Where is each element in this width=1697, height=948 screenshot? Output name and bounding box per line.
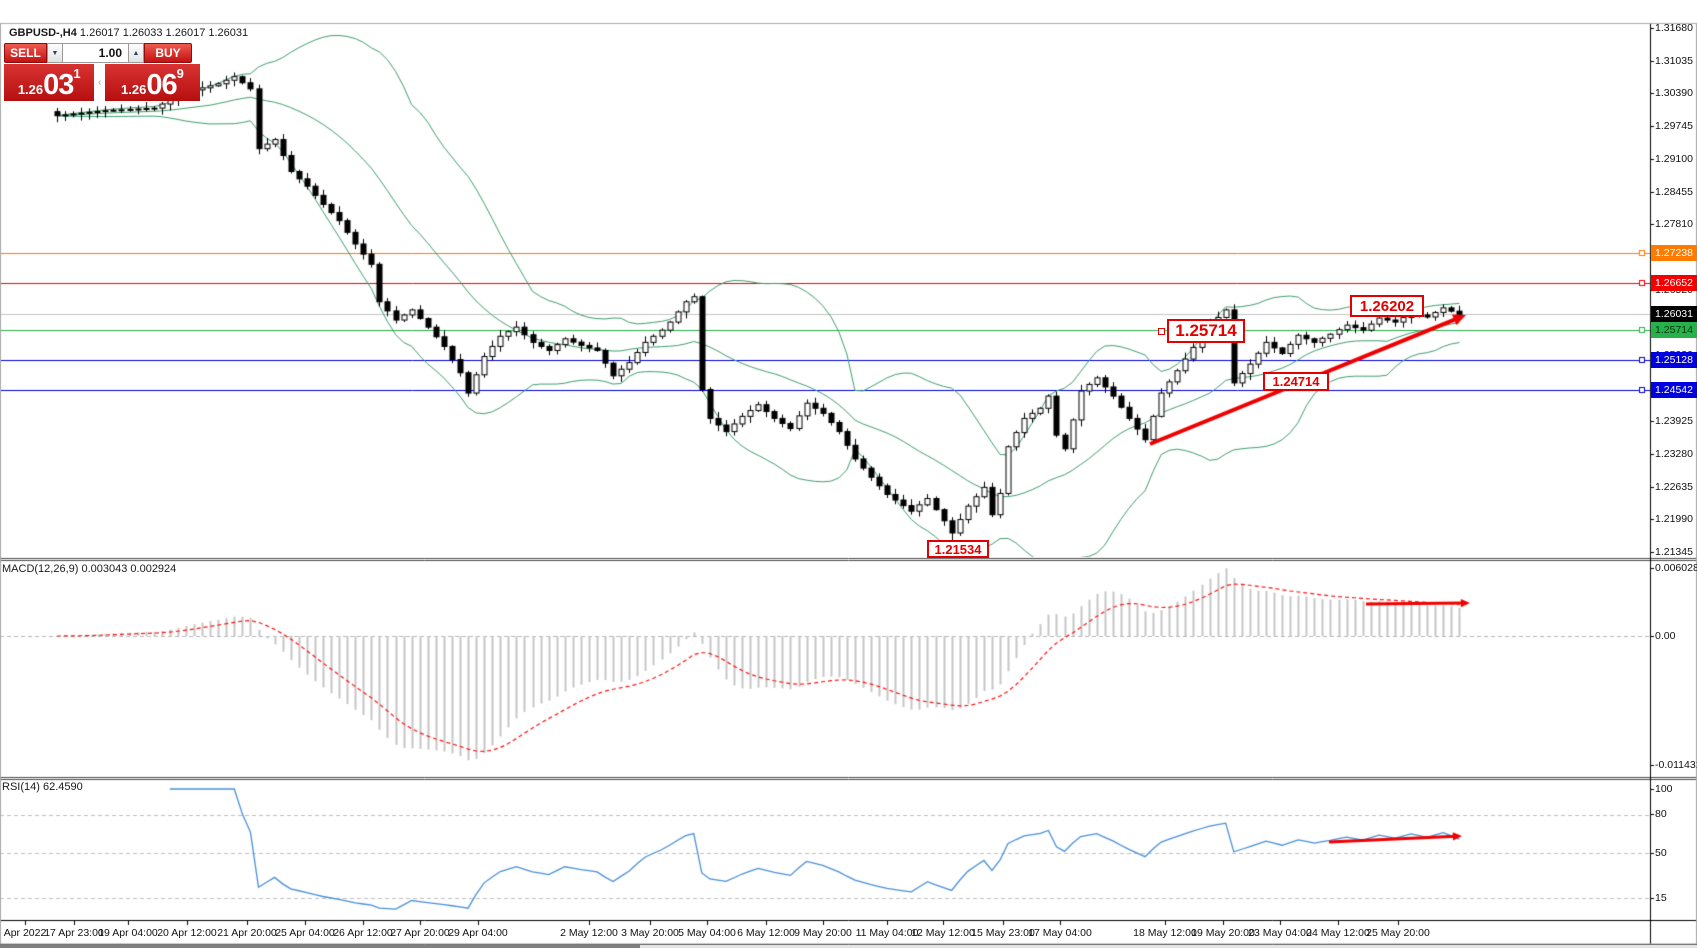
- indicator-scale-label: 50: [1655, 847, 1667, 859]
- price-tick-label: 1.29100: [1655, 152, 1693, 165]
- indicator-scale-label: 0.006028: [1655, 562, 1697, 574]
- level-price-label: 1.25714: [1651, 322, 1697, 339]
- time-tick-label: 18 May 12:00: [1133, 927, 1197, 939]
- price-tick-label: 1.29745: [1655, 120, 1693, 133]
- time-tick-label: 24 May 12:00: [1306, 927, 1370, 939]
- time-tick-label: 3 May 20:00: [621, 927, 679, 939]
- indicator-scale-label: 100: [1655, 783, 1673, 795]
- ohlc-values: 1.26017 1.26033 1.26017 1.26031: [79, 27, 249, 39]
- one-click-trading-panel: SELL ▼ 1.00 ▲ BUY 1.26 03 1 ‹ 1.26 06 9: [4, 43, 200, 101]
- indicator-scale-label: 80: [1655, 808, 1667, 820]
- level-price-label: 1.27238: [1651, 245, 1697, 262]
- time-tick-label: 29 Apr 04:00: [448, 927, 508, 939]
- time-tick-label: 26 Apr 12:00: [333, 927, 393, 939]
- symbol-period-label: GBPUSD-,H4: [9, 27, 77, 39]
- time-tick-label: 9 May 20:00: [794, 927, 852, 939]
- macd-pane-label: MACD(12,26,9) 0.003043 0.002924: [2, 563, 177, 575]
- ask-prefix: 1.26: [121, 82, 147, 97]
- time-tick-label: 27 Apr 20:00: [390, 927, 450, 939]
- time-tick-label: 2 May 12:00: [560, 927, 618, 939]
- indicator-scale-label: -0.011431: [1655, 759, 1697, 771]
- level-price-label: 1.25128: [1651, 352, 1697, 369]
- volume-input[interactable]: 1.00: [63, 43, 128, 63]
- indicator-scale-label: 0.00: [1655, 630, 1676, 642]
- buy-button[interactable]: BUY: [144, 43, 192, 63]
- bid-prefix: 1.26: [17, 82, 44, 97]
- time-tick-label: 23 May 04:00: [1248, 927, 1312, 939]
- time-tick-label: 20 Apr 12:00: [157, 927, 217, 939]
- price-tick-label: 1.21990: [1655, 513, 1693, 526]
- time-tick-label: Apr 2022: [3, 927, 47, 939]
- volume-increase-button[interactable]: ▲: [128, 43, 144, 63]
- annotation-anchor-handle[interactable]: [1158, 328, 1165, 335]
- price-annotation[interactable]: 1.25714: [1167, 319, 1245, 343]
- horizontal-scrollbar[interactable]: [0, 945, 1697, 948]
- price-tick-label: 1.27810: [1655, 218, 1693, 231]
- bid-price-panel[interactable]: 1.26 03 1: [4, 64, 95, 102]
- time-tick-label: 17 May 04:00: [1028, 927, 1092, 939]
- volume-decrease-button[interactable]: ▼: [47, 43, 63, 63]
- bid-big-digits: 03: [43, 69, 74, 102]
- price-tick-label: 1.23280: [1655, 447, 1693, 460]
- ask-price-panel[interactable]: 1.26 06 9: [104, 64, 200, 102]
- time-tick-label: 21 Apr 20:00: [217, 927, 277, 939]
- price-annotation[interactable]: 1.24714: [1263, 372, 1329, 391]
- ask-pip-digit: 9: [176, 66, 184, 81]
- price-tick-label: 1.28455: [1655, 185, 1693, 198]
- current-price-label: 1.26031: [1651, 306, 1697, 323]
- time-tick-label: 15 May 23:00: [971, 927, 1035, 939]
- price-tick-label: 1.22635: [1655, 480, 1693, 493]
- scrollbar-thumb[interactable]: [0, 945, 640, 948]
- price-tick-label: 1.31680: [1655, 22, 1693, 34]
- time-tick-label: 19 Apr 04:00: [98, 927, 158, 939]
- sell-button[interactable]: SELL: [4, 43, 47, 63]
- level-price-label: 1.24542: [1651, 381, 1697, 398]
- time-tick-label: 17 Apr 23:00: [44, 927, 104, 939]
- price-tick-label: 1.21345: [1655, 546, 1693, 558]
- ask-big-digits: 06: [146, 69, 177, 102]
- time-tick-label: 25 May 20:00: [1366, 927, 1430, 939]
- price-tick-label: 1.31035: [1655, 54, 1693, 67]
- time-tick-label: 19 May 20:00: [1191, 927, 1255, 939]
- level-price-label: 1.26652: [1651, 274, 1697, 291]
- rsi-pane-label: RSI(14) 62.4590: [2, 781, 83, 793]
- chart-title: GBPUSD-,H4 1.26017 1.26033 1.26017 1.260…: [9, 27, 248, 39]
- time-tick-label: 12 May 12:00: [911, 927, 975, 939]
- price-tick-label: 1.23925: [1655, 415, 1693, 428]
- time-tick-label: 25 Apr 04:00: [275, 927, 335, 939]
- time-tick-label: 5 May 04:00: [678, 927, 736, 939]
- bid-pip-digit: 1: [73, 66, 81, 81]
- time-tick-label: 6 May 12:00: [737, 927, 795, 939]
- price-annotation[interactable]: 1.26202: [1350, 295, 1424, 317]
- time-tick-label: 11 May 04:00: [855, 927, 919, 939]
- spread-chevron-icon: ‹: [97, 77, 102, 88]
- price-tick-label: 1.30390: [1655, 87, 1693, 100]
- indicator-scale-label: 15: [1655, 892, 1667, 904]
- price-annotation[interactable]: 1.21534: [927, 540, 989, 558]
